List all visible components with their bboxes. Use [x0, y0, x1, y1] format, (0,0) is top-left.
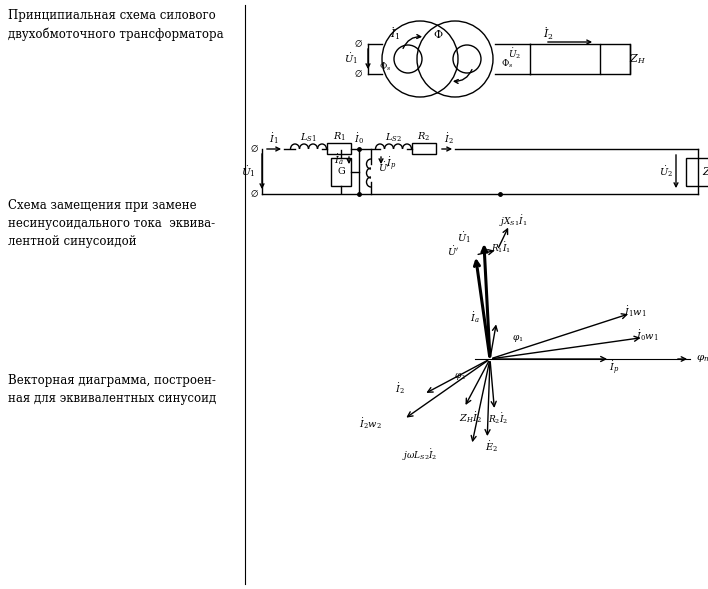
Text: $\dot{I}_0$: $\dot{I}_0$ — [354, 131, 364, 147]
Text: $\dot{I}_2$: $\dot{I}_2$ — [395, 381, 405, 396]
Text: $\dot{I}_0 w_1$: $\dot{I}_0 w_1$ — [636, 328, 658, 343]
Text: G: G — [337, 167, 345, 177]
Text: $\dot{U}'$: $\dot{U}'$ — [378, 160, 390, 174]
Text: $j\omega L_{S2}\dot{I}_2$: $j\omega L_{S2}\dot{I}_2$ — [402, 448, 438, 463]
Text: $\varphi_2$: $\varphi_2$ — [454, 372, 466, 382]
Text: $\dot{U}_1$: $\dot{U}_1$ — [344, 52, 358, 67]
Text: $\dot{I}_p$: $\dot{I}_p$ — [386, 155, 396, 173]
Text: $\dot{I}_1 w_1$: $\dot{I}_1 w_1$ — [624, 304, 646, 319]
Text: $\Phi_s$: $\Phi_s$ — [379, 61, 392, 73]
Text: $R_2\dot{I}_2$: $R_2\dot{I}_2$ — [489, 412, 508, 426]
Bar — [412, 143, 436, 154]
Text: $\dot{I}_a$: $\dot{I}_a$ — [470, 310, 479, 325]
Text: $jX_{S1}\dot{I}_1$: $jX_{S1}\dot{I}_1$ — [499, 213, 527, 229]
Text: $R_2$: $R_2$ — [418, 131, 430, 143]
Text: $\varphi_1$: $\varphi_1$ — [512, 333, 524, 345]
Bar — [331, 158, 351, 186]
Text: $\Phi_s$: $\Phi_s$ — [501, 58, 513, 70]
Text: $\dot{U}_2$: $\dot{U}_2$ — [508, 47, 522, 61]
Text: $\dot{I}_2$: $\dot{I}_2$ — [444, 131, 454, 147]
Bar — [327, 143, 351, 154]
Bar — [600, 44, 630, 74]
Text: $\varnothing$: $\varnothing$ — [353, 39, 362, 49]
Text: $R_1\dot{I}_1$: $R_1\dot{I}_1$ — [491, 241, 511, 256]
Text: $\dot{U}'$: $\dot{U}'$ — [447, 244, 459, 257]
Text: $\varnothing$: $\varnothing$ — [249, 188, 258, 199]
Text: $\dot{I}_p$: $\dot{I}_p$ — [609, 359, 619, 377]
Text: $\varnothing$: $\varnothing$ — [249, 144, 258, 154]
Text: $\dot{I}_1$: $\dot{I}_1$ — [389, 26, 400, 42]
Text: Схема замещения при замене
несинусоидального тока  эквива-
лентной синусоидой: Схема замещения при замене несинусоидаль… — [8, 199, 215, 248]
Text: $\dot{U}_1$: $\dot{U}_1$ — [241, 164, 256, 180]
Text: $\dot{E}_2$: $\dot{E}_2$ — [485, 439, 498, 454]
Text: $Z_H$: $Z_H$ — [702, 165, 708, 179]
Text: $\varnothing$: $\varnothing$ — [353, 69, 362, 80]
Text: $\dot{I}_a$: $\dot{I}_a$ — [334, 153, 344, 167]
Text: $Z_H$: $Z_H$ — [629, 52, 646, 66]
Text: $\dot{U}_2$: $\dot{U}_2$ — [659, 164, 673, 180]
Text: $\varphi_m$: $\varphi_m$ — [696, 353, 708, 365]
Text: $Z_H\dot{I}_2$: $Z_H\dot{I}_2$ — [459, 410, 481, 425]
Text: $\dot{I}_1$: $\dot{I}_1$ — [269, 131, 279, 147]
Text: $\Phi$: $\Phi$ — [433, 28, 443, 40]
Text: $\dot{U}_1$: $\dot{U}_1$ — [457, 230, 471, 244]
Text: $\dot{I}_2 w_2$: $\dot{I}_2 w_2$ — [359, 416, 382, 431]
Text: $R_1$: $R_1$ — [333, 131, 346, 143]
Text: $L_{S1}$: $L_{S1}$ — [299, 132, 316, 144]
Text: Принципиальная схема силового
двухобмоточного трансформатора: Принципиальная схема силового двухобмото… — [8, 9, 224, 41]
Text: $\dot{I}_2$: $\dot{I}_2$ — [542, 26, 554, 42]
Text: $L_{S2}$: $L_{S2}$ — [384, 132, 401, 144]
Bar — [686, 158, 708, 186]
Text: Векторная диаграмма, построен-
ная для эквивалентных синусоид: Векторная диаграмма, построен- ная для э… — [8, 374, 216, 405]
